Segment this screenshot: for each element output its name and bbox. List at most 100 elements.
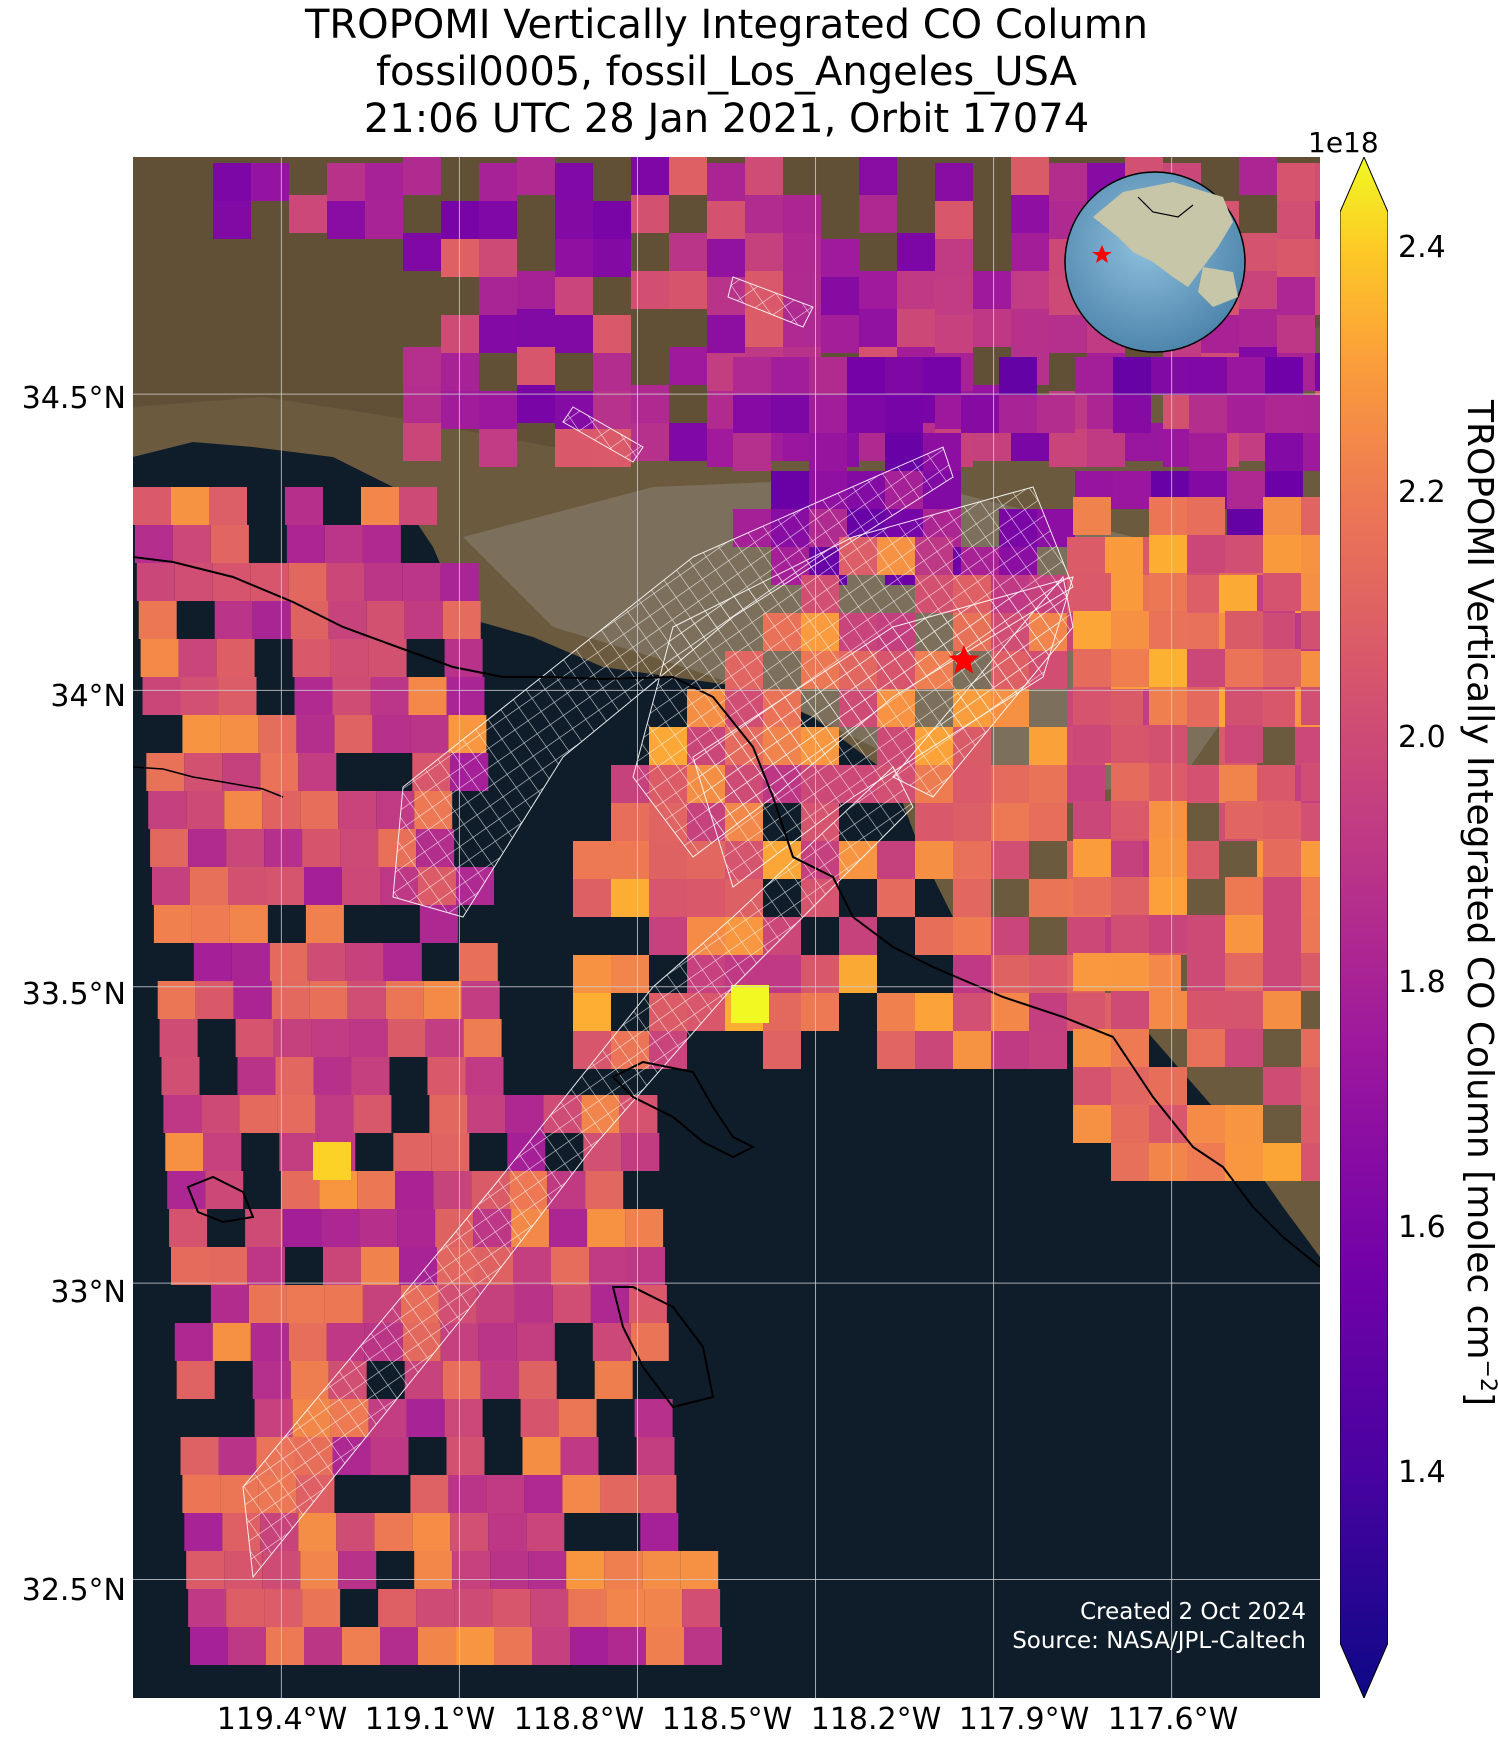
co-pixel bbox=[771, 357, 809, 395]
co-pixel bbox=[1263, 953, 1301, 991]
co-pixel bbox=[399, 487, 437, 525]
co-pixel bbox=[1225, 725, 1263, 763]
co-pixel bbox=[953, 1031, 991, 1069]
co-pixel bbox=[218, 677, 257, 715]
co-pixel bbox=[1073, 1067, 1111, 1105]
co-pixel bbox=[1087, 429, 1125, 467]
co-pixel bbox=[212, 1323, 251, 1361]
co-pixel bbox=[953, 993, 991, 1031]
co-pixel bbox=[562, 1475, 601, 1513]
co-pixel bbox=[463, 1019, 502, 1057]
co-pixel bbox=[1105, 575, 1143, 613]
co-pixel bbox=[266, 867, 304, 905]
lon-tick-label: 117.9°W bbox=[958, 1702, 1090, 1737]
co-pixel bbox=[684, 1627, 722, 1665]
co-pixel bbox=[340, 829, 379, 867]
co-pixel bbox=[518, 1361, 557, 1399]
co-pixel bbox=[783, 233, 821, 271]
co-pixel bbox=[821, 239, 859, 277]
co-pixel bbox=[973, 309, 1011, 347]
co-pixel bbox=[524, 1475, 563, 1513]
co-pixel bbox=[530, 1589, 569, 1627]
co-pixel bbox=[186, 1551, 225, 1589]
co-pixel bbox=[1263, 991, 1301, 1029]
co-pixel bbox=[1187, 649, 1225, 687]
co-pixel bbox=[923, 357, 961, 395]
co-pixel bbox=[573, 841, 611, 879]
co-pixel bbox=[327, 163, 365, 201]
co-pixel bbox=[334, 715, 373, 753]
co-pixel bbox=[783, 195, 821, 233]
co-pixel bbox=[847, 395, 885, 433]
co-pixel bbox=[611, 879, 649, 917]
co-pixel bbox=[488, 1513, 527, 1551]
co-pixel bbox=[311, 1019, 350, 1057]
co-pixel bbox=[302, 829, 341, 867]
co-pixel bbox=[1187, 991, 1225, 1029]
co-pixel bbox=[636, 1437, 675, 1475]
co-pixel bbox=[973, 271, 1011, 309]
co-pixel bbox=[228, 1627, 266, 1665]
co-pixel bbox=[298, 1513, 337, 1551]
colorbar-tick-label: 2.2 bbox=[1398, 475, 1446, 510]
co-pixel bbox=[1301, 877, 1320, 915]
co-pixel bbox=[745, 157, 783, 195]
co-pixel bbox=[733, 357, 771, 395]
co-pixel bbox=[184, 753, 223, 791]
co-pixel bbox=[1073, 497, 1111, 535]
co-pixel bbox=[349, 1019, 388, 1057]
co-pixel bbox=[1277, 163, 1315, 201]
co-pixel bbox=[707, 239, 745, 277]
co-pixel bbox=[1225, 535, 1263, 573]
co-pixel bbox=[1225, 953, 1263, 991]
co-pixel bbox=[365, 201, 403, 239]
co-pixel bbox=[315, 1095, 354, 1133]
co-pixel bbox=[347, 981, 386, 1019]
map-panel[interactable] bbox=[133, 157, 1320, 1698]
co-pixel bbox=[1073, 801, 1111, 839]
co-pixel bbox=[1225, 687, 1263, 725]
lon-tick-label: 118.5°W bbox=[661, 1702, 793, 1737]
co-pixel bbox=[174, 1323, 213, 1361]
co-pixel bbox=[552, 1285, 591, 1323]
co-pixel bbox=[195, 981, 234, 1019]
co-pixel bbox=[1111, 953, 1149, 991]
map-canvas[interactable] bbox=[133, 157, 1320, 1698]
lon-tick-label: 117.6°W bbox=[1107, 1702, 1239, 1737]
co-pixel bbox=[1219, 575, 1257, 613]
co-pixel bbox=[1277, 201, 1315, 239]
co-pixel bbox=[634, 1399, 673, 1437]
co-pixel bbox=[393, 1133, 432, 1171]
co-pixel bbox=[593, 315, 631, 353]
co-pixel bbox=[745, 195, 783, 233]
co-pixel bbox=[452, 1551, 491, 1589]
co-pixel bbox=[1263, 801, 1301, 839]
co-pixel bbox=[1011, 271, 1049, 309]
co-pixel bbox=[403, 385, 441, 423]
co-pixel bbox=[608, 1627, 646, 1665]
co-pixel bbox=[1263, 1143, 1301, 1181]
hatched-pixel-swaths bbox=[242, 276, 1074, 1579]
co-pixel bbox=[915, 993, 953, 1031]
co-pixel bbox=[1277, 239, 1315, 277]
co-pixel bbox=[307, 943, 346, 981]
co-pixel bbox=[1149, 1105, 1187, 1143]
co-pixel bbox=[809, 395, 847, 433]
co-pixel bbox=[1111, 725, 1149, 763]
co-pixel bbox=[288, 563, 327, 601]
co-pixel bbox=[327, 201, 365, 239]
co-pixel bbox=[1263, 497, 1301, 535]
co-pixel bbox=[182, 1475, 221, 1513]
co-pixel bbox=[290, 601, 329, 639]
lat-tick-label: 34.5°N bbox=[21, 381, 126, 416]
co-pixel bbox=[1263, 877, 1301, 915]
co-pixel bbox=[172, 525, 211, 563]
co-pixel bbox=[801, 993, 839, 1031]
co-pixel bbox=[568, 1589, 607, 1627]
co-pixel bbox=[365, 163, 403, 201]
co-pixel bbox=[283, 1209, 322, 1247]
co-pixel bbox=[300, 1551, 339, 1589]
co-pixel bbox=[1073, 1029, 1111, 1067]
co-pixel bbox=[1111, 1029, 1149, 1067]
co-pixel bbox=[631, 157, 669, 195]
